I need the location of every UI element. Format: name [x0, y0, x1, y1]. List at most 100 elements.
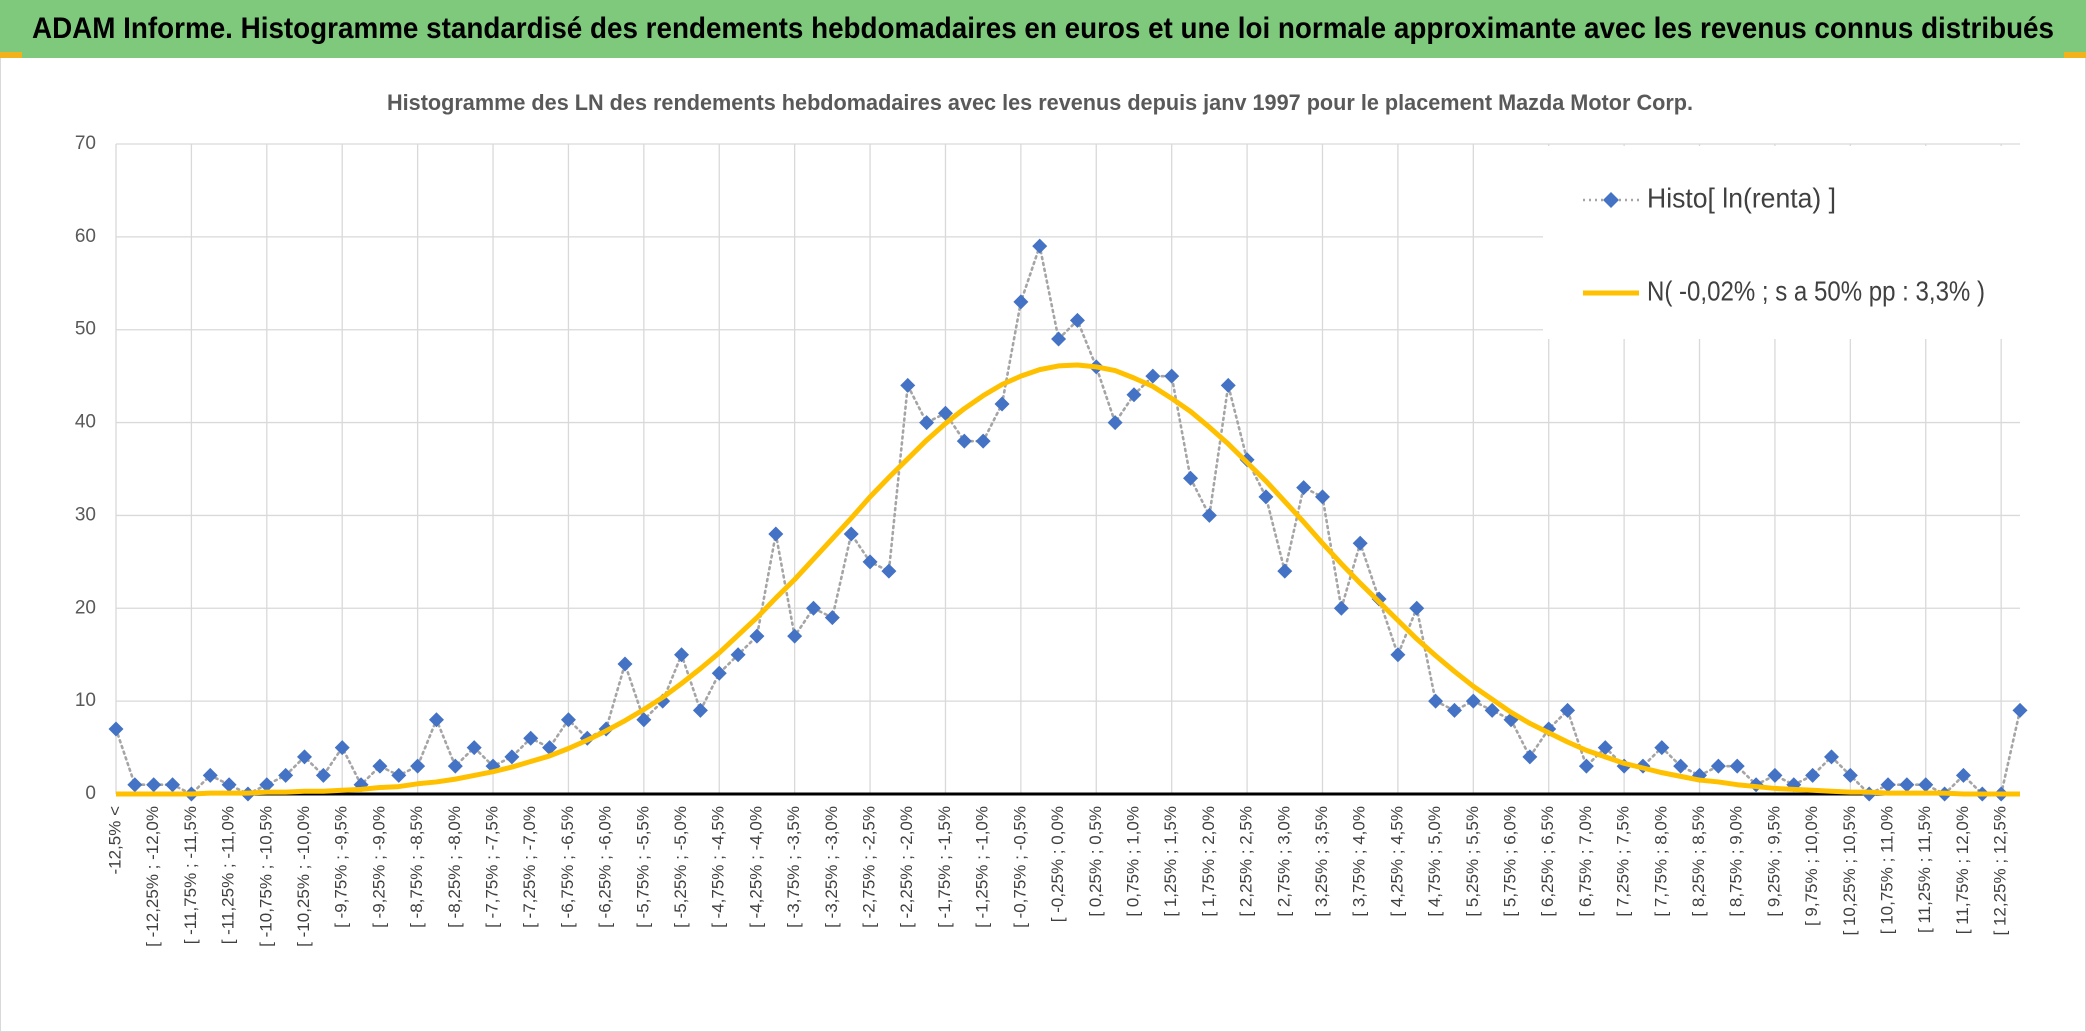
- x-tick-label: [ -6,25% ; -6,0%: [596, 806, 615, 928]
- data-point: [674, 647, 690, 663]
- data-point: [1578, 758, 1594, 774]
- data-point: [1842, 767, 1858, 783]
- x-tick-label: [ -4,75% ; -4,5%: [709, 806, 728, 928]
- x-tick-label: [ -7,75% ; -7,5%: [483, 806, 502, 928]
- x-tick-label: [ 5,75% ; 6,0%: [1500, 806, 1519, 917]
- corner: [2064, 52, 2086, 58]
- x-tick-label: [ 6,25% ; 6,5%: [1538, 806, 1557, 917]
- x-tick-label: [ -1,25% ; -1,0%: [973, 806, 992, 928]
- data-point: [202, 767, 218, 783]
- data-point: [1013, 294, 1029, 310]
- data-point: [1729, 758, 1745, 774]
- legend-marker: [1603, 192, 1619, 208]
- data-point: [1823, 749, 1839, 765]
- x-tick-label: [ 0,75% ; 1,0%: [1123, 806, 1142, 917]
- corner: [0, 52, 22, 58]
- data-point: [862, 554, 878, 570]
- x-tick-label: [ 11,75% ; 12,0%: [1953, 806, 1972, 934]
- data-point: [881, 563, 897, 579]
- x-tick-label: [ -4,25% ; -4,0%: [746, 806, 765, 928]
- x-tick-label: [ 9,75% ; 10,0%: [1802, 806, 1821, 926]
- x-tick-label: [ -3,25% ; -3,0%: [822, 806, 841, 928]
- data-point: [994, 396, 1010, 412]
- x-tick-label: [ -11,25% ; -11,0%: [219, 806, 238, 944]
- data-point: [1767, 767, 1783, 783]
- data-point: [806, 600, 822, 616]
- data-point: [824, 610, 840, 626]
- data-point: [1069, 312, 1085, 328]
- data-point: [1277, 563, 1293, 579]
- data-point: [560, 712, 576, 728]
- data-point: [1201, 507, 1217, 523]
- data-point: [1522, 749, 1538, 765]
- data-point: [768, 526, 784, 542]
- x-tick-label: [ -11,75% ; -11,5%: [181, 806, 200, 944]
- data-point: [391, 767, 407, 783]
- plot: [108, 238, 2028, 802]
- y-tick-label: 40: [75, 412, 96, 433]
- data-point: [1597, 740, 1613, 756]
- data-point: [466, 740, 482, 756]
- x-tick-label: [ -12,25% ; -12,0%: [143, 806, 162, 947]
- y-tick-label: 0: [85, 783, 96, 804]
- data-point: [1446, 702, 1462, 718]
- x-tick-label: [ 4,25% ; 4,5%: [1387, 806, 1406, 917]
- data-point: [1673, 758, 1689, 774]
- data-point: [711, 665, 727, 681]
- x-tick-label: [ 7,75% ; 8,0%: [1651, 806, 1670, 917]
- data-point: [730, 647, 746, 663]
- data-point: [1918, 777, 1934, 793]
- data-point: [221, 777, 237, 793]
- data-point: [1333, 600, 1349, 616]
- data-point: [1352, 535, 1368, 551]
- data-point: [1484, 702, 1500, 718]
- data-point: [975, 433, 991, 449]
- x-tick-label: [ -2,25% ; -2,0%: [897, 806, 916, 928]
- data-point: [146, 777, 162, 793]
- x-tick-label: [ -0,75% ; -0,5%: [1010, 806, 1029, 928]
- y-tick-label: 60: [75, 226, 96, 247]
- x-tick-label: [ 0,25% ; 0,5%: [1086, 806, 1105, 917]
- data-point: [1899, 777, 1915, 793]
- x-tick-label: [ -10,25% ; -10,0%: [294, 806, 313, 947]
- x-tick-label: [ 9,25% ; 9,5%: [1764, 806, 1783, 917]
- x-tick-label: -12,5% <: [105, 806, 124, 875]
- data-point: [2012, 702, 2028, 718]
- x-tick-label: [ 12,25% ; 12,5%: [1991, 806, 2010, 935]
- data-point: [542, 740, 558, 756]
- data-point: [428, 712, 444, 728]
- x-tick-label: [ 10,75% ; 11,0%: [1878, 806, 1897, 934]
- y-tick-label: 50: [75, 319, 96, 340]
- data-point: [937, 405, 953, 421]
- data-point: [410, 758, 426, 774]
- x-tick-label: [ 2,25% ; 2,5%: [1237, 806, 1256, 917]
- x-tick-label: [ -9,25% ; -9,0%: [369, 806, 388, 928]
- data-point: [504, 749, 520, 765]
- x-tick-label: [ 10,25% ; 10,5%: [1840, 806, 1859, 935]
- data-point: [523, 730, 539, 746]
- data-point: [1164, 368, 1180, 384]
- x-tick-label: [ 6,75% ; 7,0%: [1576, 806, 1595, 917]
- x-tick-label: [ 1,25% ; 1,5%: [1161, 806, 1180, 917]
- data-point: [1428, 693, 1444, 709]
- data-point: [617, 656, 633, 672]
- legend: Histo[ ln(renta) ] N( -0,02% ; s a 50% pp…: [1543, 146, 2049, 339]
- data-point: [108, 721, 124, 737]
- data-point: [1220, 377, 1236, 393]
- data-point: [1051, 331, 1067, 347]
- data-point: [1805, 767, 1821, 783]
- data-point: [315, 767, 331, 783]
- banner: [0, 0, 2086, 58]
- x-tick-label: [ -6,75% ; -6,5%: [558, 806, 577, 928]
- x-tick-label: [ 4,75% ; 5,0%: [1425, 806, 1444, 917]
- data-point: [334, 740, 350, 756]
- data-point: [787, 628, 803, 644]
- data-point: [447, 758, 463, 774]
- x-tick-label: [ 1,75% ; 2,0%: [1199, 806, 1218, 917]
- data-point: [1955, 767, 1971, 783]
- x-tick-label: [ 11,25% ; 11,5%: [1915, 806, 1934, 933]
- legend-label: Histo[ ln(renta) ]: [1647, 182, 1836, 213]
- x-tick-label: [ -10,75% ; -10,5%: [256, 806, 275, 947]
